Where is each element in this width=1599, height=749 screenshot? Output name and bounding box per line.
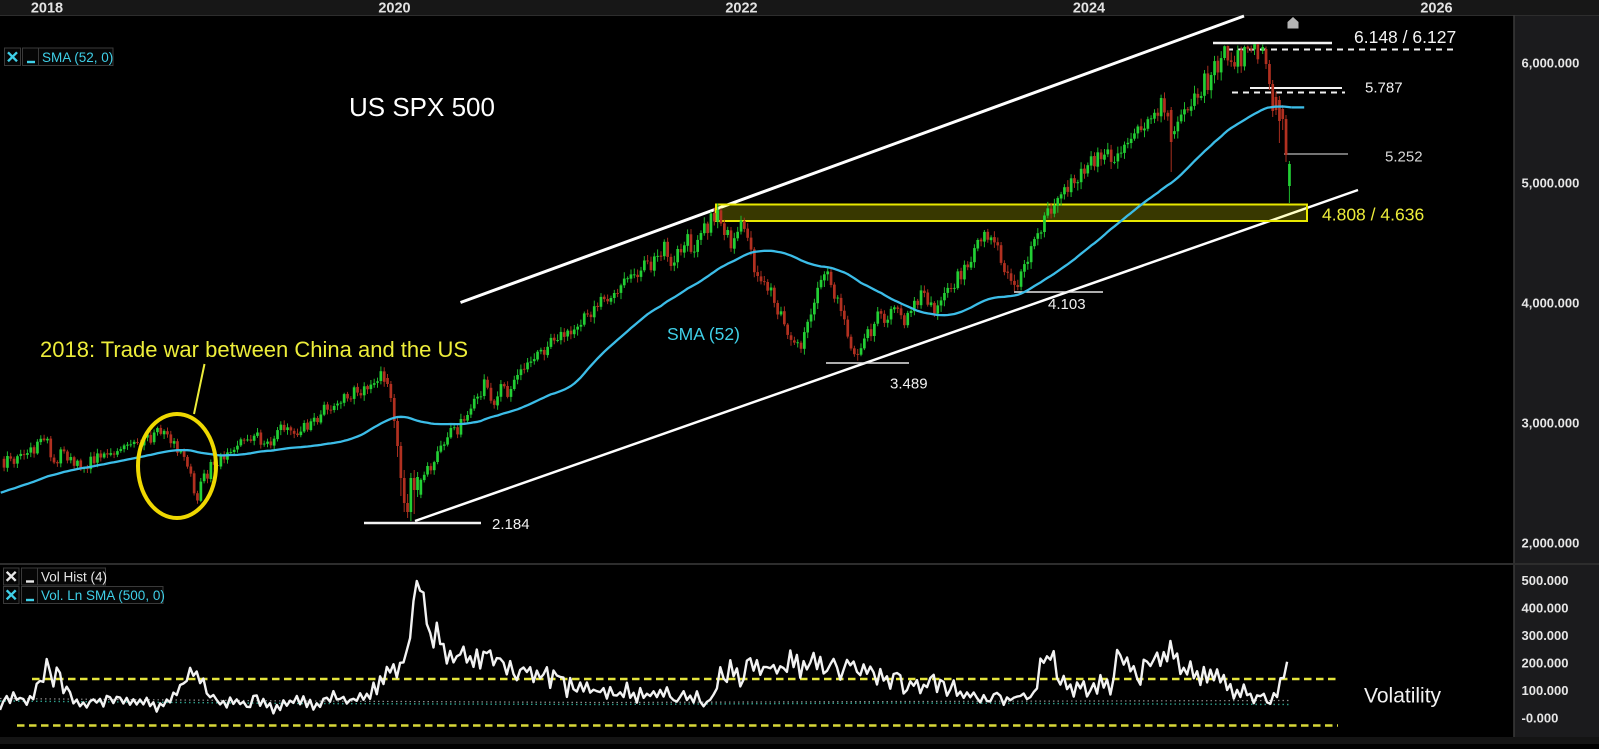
- svg-text:400.000: 400.000: [1522, 600, 1569, 615]
- svg-text:2018: Trade war between China: 2018: Trade war between China and the US: [40, 337, 468, 362]
- svg-text:2022: 2022: [725, 1, 757, 17]
- svg-text:5,000.000: 5,000.000: [1522, 175, 1580, 190]
- svg-text:2018: 2018: [31, 1, 63, 17]
- svg-text:SMA (52, 0): SMA (52, 0): [42, 50, 113, 65]
- svg-text:2024: 2024: [1073, 1, 1105, 17]
- svg-text:2026: 2026: [1420, 1, 1452, 17]
- svg-text:100.000: 100.000: [1522, 683, 1569, 698]
- svg-text:2.184: 2.184: [492, 516, 530, 533]
- svg-text:4.808 / 4.636: 4.808 / 4.636: [1322, 205, 1424, 225]
- svg-text:5.787: 5.787: [1365, 80, 1403, 97]
- svg-text:Volatility: Volatility: [1364, 685, 1442, 708]
- svg-text:2,000.000: 2,000.000: [1522, 535, 1580, 550]
- svg-text:500.000: 500.000: [1522, 573, 1569, 588]
- svg-text:Vol Hist (4): Vol Hist (4): [41, 570, 107, 585]
- svg-text:6.148 / 6.127: 6.148 / 6.127: [1354, 27, 1456, 47]
- svg-text:3,000.000: 3,000.000: [1522, 415, 1580, 430]
- svg-text:5.252: 5.252: [1385, 149, 1423, 166]
- svg-text:200.000: 200.000: [1522, 655, 1569, 670]
- svg-text:-0.000: -0.000: [1522, 710, 1559, 725]
- svg-text:4.103: 4.103: [1048, 296, 1086, 313]
- svg-text:SMA (52): SMA (52): [667, 324, 740, 344]
- svg-text:3.489: 3.489: [890, 376, 928, 393]
- svg-text:6,000.000: 6,000.000: [1522, 55, 1580, 70]
- svg-text:2020: 2020: [378, 1, 410, 17]
- svg-text:4,000.000: 4,000.000: [1522, 295, 1580, 310]
- svg-text:300.000: 300.000: [1522, 628, 1569, 643]
- svg-text:US SPX 500: US SPX 500: [349, 92, 495, 122]
- svg-text:Vol. Ln SMA (500, 0): Vol. Ln SMA (500, 0): [41, 588, 165, 603]
